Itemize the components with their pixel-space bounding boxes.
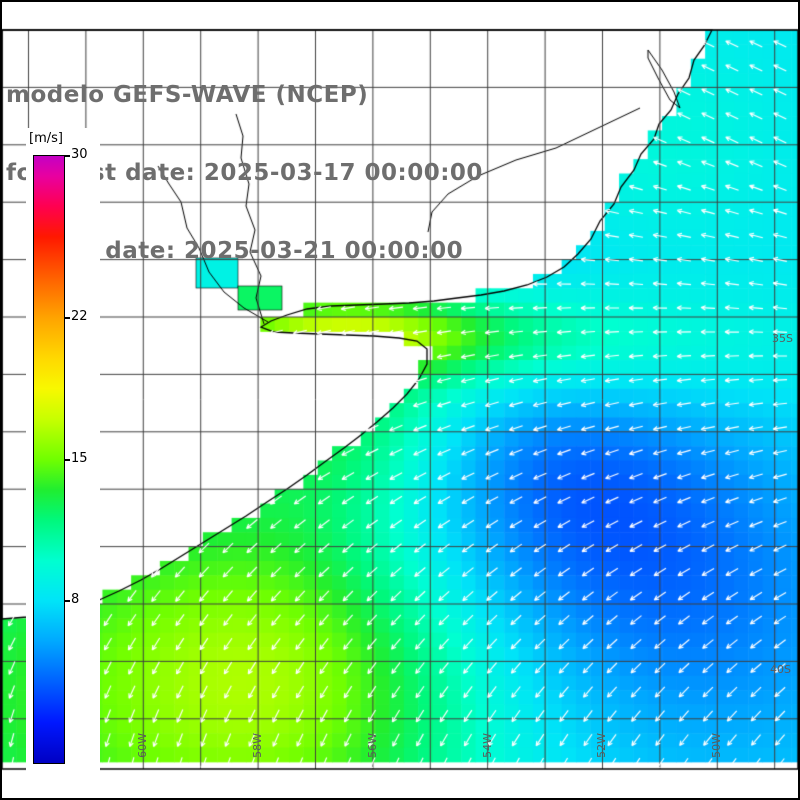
lon-label: 56W [366, 733, 379, 758]
colorbar-tick-mark [64, 600, 70, 603]
lon-label: 52W [595, 733, 608, 758]
lon-label: 50W [710, 733, 723, 758]
colorbar: [m/s] 30 22 15 8 [26, 128, 100, 772]
lat-label: 35S [772, 332, 793, 345]
colorbar-tick-label: 22 [71, 308, 88, 324]
colorbar-tick-label: 15 [71, 450, 88, 466]
lon-label: 54W [481, 733, 494, 758]
colorbar-tick-mark [64, 316, 70, 319]
lon-label: 60W [136, 733, 149, 758]
model-name: modelo GEFS-WAVE (NCEP) [6, 82, 369, 108]
colorbar-tick-label: 30 [71, 147, 88, 162]
lon-label: 58W [251, 733, 264, 758]
colorbar-tick-label: 8 [71, 592, 80, 608]
lat-label: 40S [770, 663, 791, 676]
colorbar-gradient [33, 155, 65, 764]
colorbar-tick-mark [64, 155, 70, 157]
colorbar-unit-label: [m/s] [29, 131, 63, 146]
colorbar-tick-mark [64, 458, 70, 461]
